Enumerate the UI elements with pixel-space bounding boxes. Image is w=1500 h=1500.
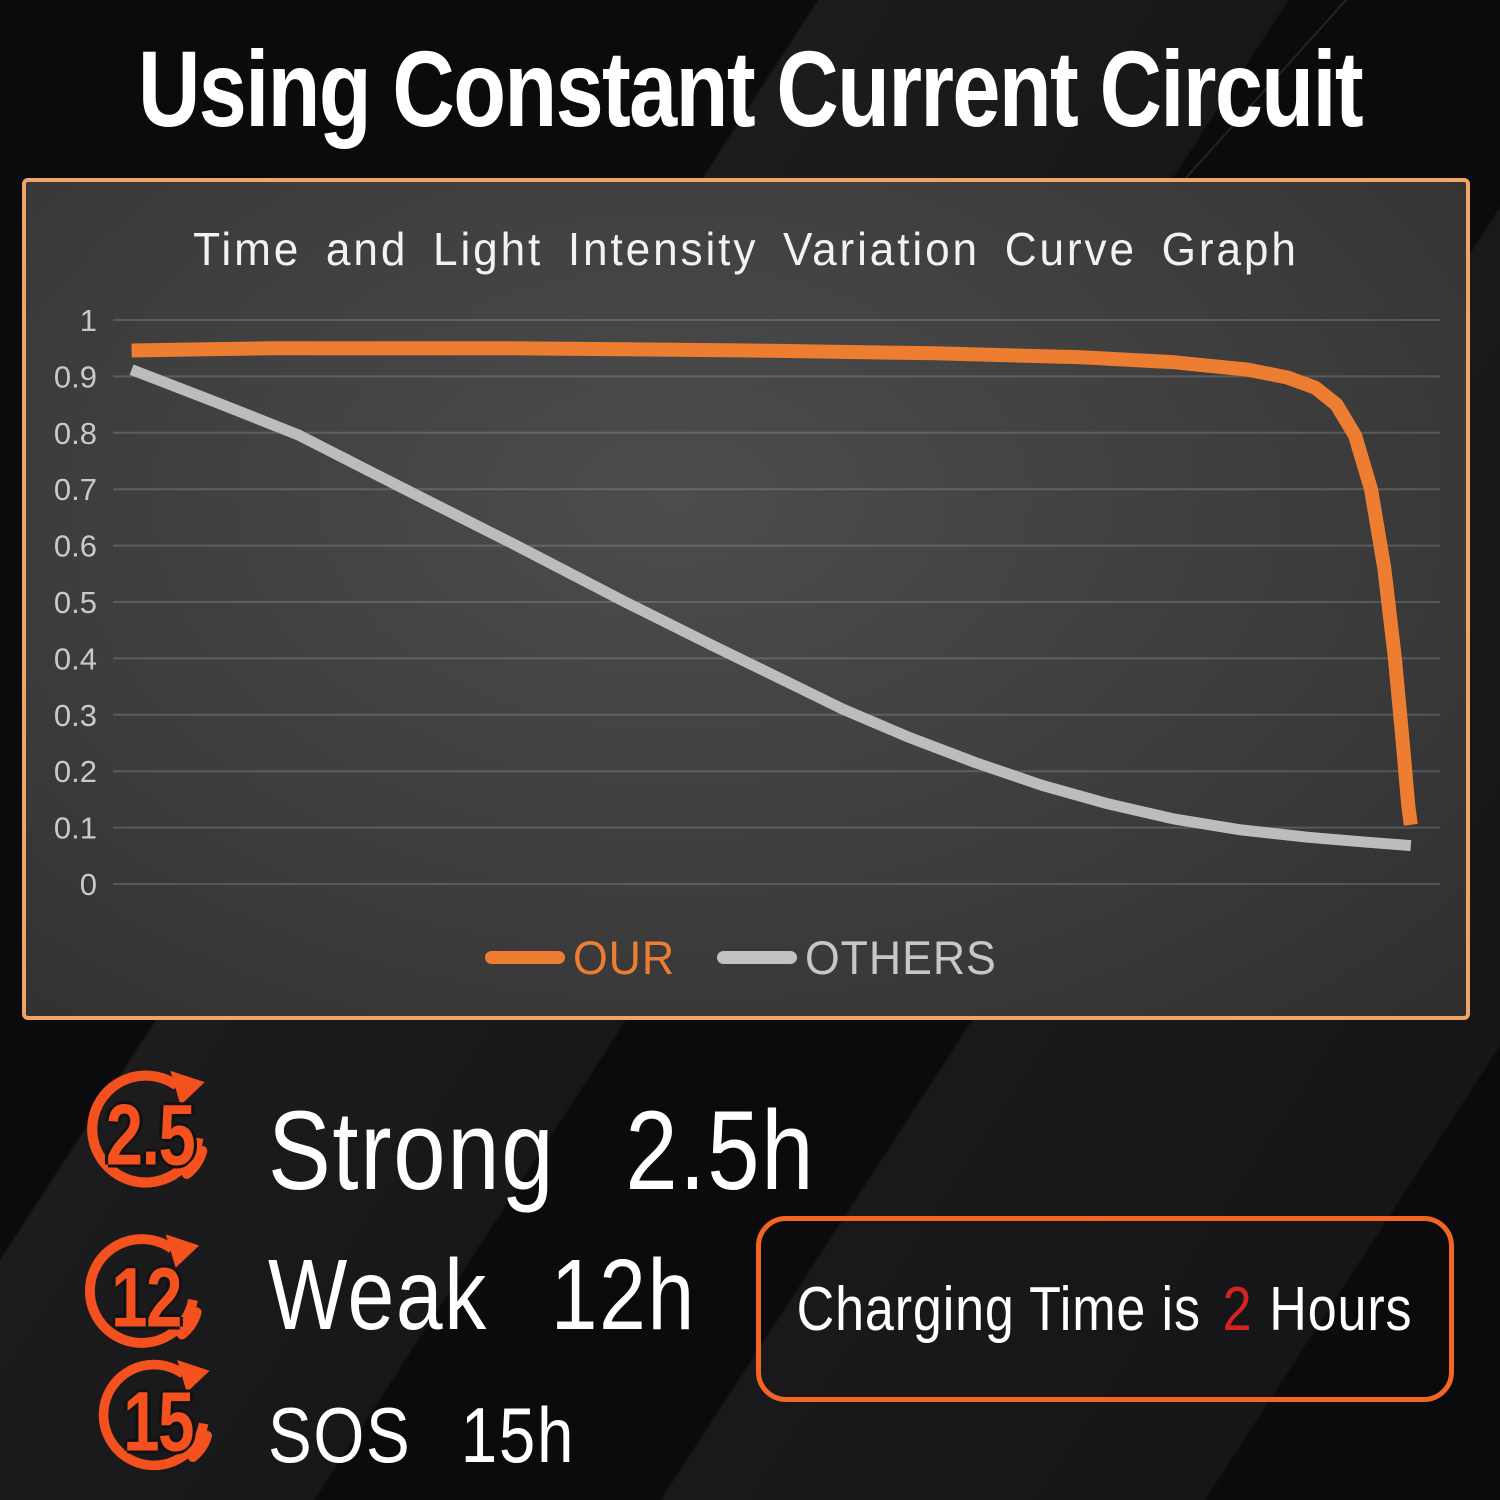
y-tick-label: 0.4	[54, 641, 97, 676]
legend-swatch-our	[485, 951, 566, 964]
page-title: Using Constant Current Circuit	[137, 27, 1364, 149]
y-tick-label: 0.1	[54, 811, 97, 846]
y-tick-label: 0	[80, 867, 97, 902]
y-tick-label: 0.2	[54, 754, 97, 789]
page-title-bar: Using Constant Current Circuit	[0, 27, 1500, 149]
legend-item-others: OTHERS	[716, 930, 1007, 985]
feature-label-weak: Weak 12h	[268, 1239, 696, 1351]
circular-arrow-icon: 15	[92, 1348, 224, 1480]
chart-panel: Time and Light Intensity Variation Curve…	[22, 178, 1470, 1020]
charging-time-note: Charging Time is 2 Hours	[756, 1216, 1454, 1402]
y-tick-label: 0.9	[54, 359, 97, 394]
chart-title: Time and Light Intensity Variation Curve…	[193, 223, 1299, 275]
legend-swatch-others	[716, 951, 797, 964]
line-chart: 1 0.9 0.8 0.7 0.6 0.5 0.4 0.3 0.2 0.1 0	[54, 303, 1440, 902]
y-tick-label: 0.8	[54, 416, 97, 451]
charging-note-highlight: 2	[1223, 1274, 1253, 1344]
circular-arrow-icon: 12	[78, 1222, 214, 1358]
legend-label-others: OTHERS	[804, 931, 997, 984]
y-tick-label: 0.6	[54, 529, 97, 564]
circular-arrow-icon: 2.5	[80, 1058, 220, 1198]
legend-item-our: OUR	[485, 930, 680, 985]
charging-time-text: Charging Time is 2 Hours	[797, 1274, 1413, 1345]
icon-number: 2.5	[105, 1087, 196, 1184]
series-others-line	[129, 364, 1412, 852]
charging-note-prefix: Charging Time is	[797, 1274, 1202, 1344]
feature-label-strong: Strong 2.5h	[268, 1088, 816, 1213]
charging-note-suffix: Hours	[1269, 1274, 1413, 1344]
icon-number: 15	[123, 1374, 194, 1469]
y-tick-label: 0.5	[54, 585, 97, 620]
chart-legend: OUR OTHERS	[26, 930, 1466, 985]
legend-label-our: OUR	[573, 931, 676, 984]
icon-number: 12	[111, 1250, 182, 1345]
series-our-line	[131, 341, 1418, 826]
y-tick-label: 0.3	[54, 698, 97, 733]
y-tick-label: 1	[80, 303, 97, 338]
y-tick-label: 0.7	[54, 472, 97, 507]
feature-label-sos: SOS 15h	[268, 1391, 576, 1479]
